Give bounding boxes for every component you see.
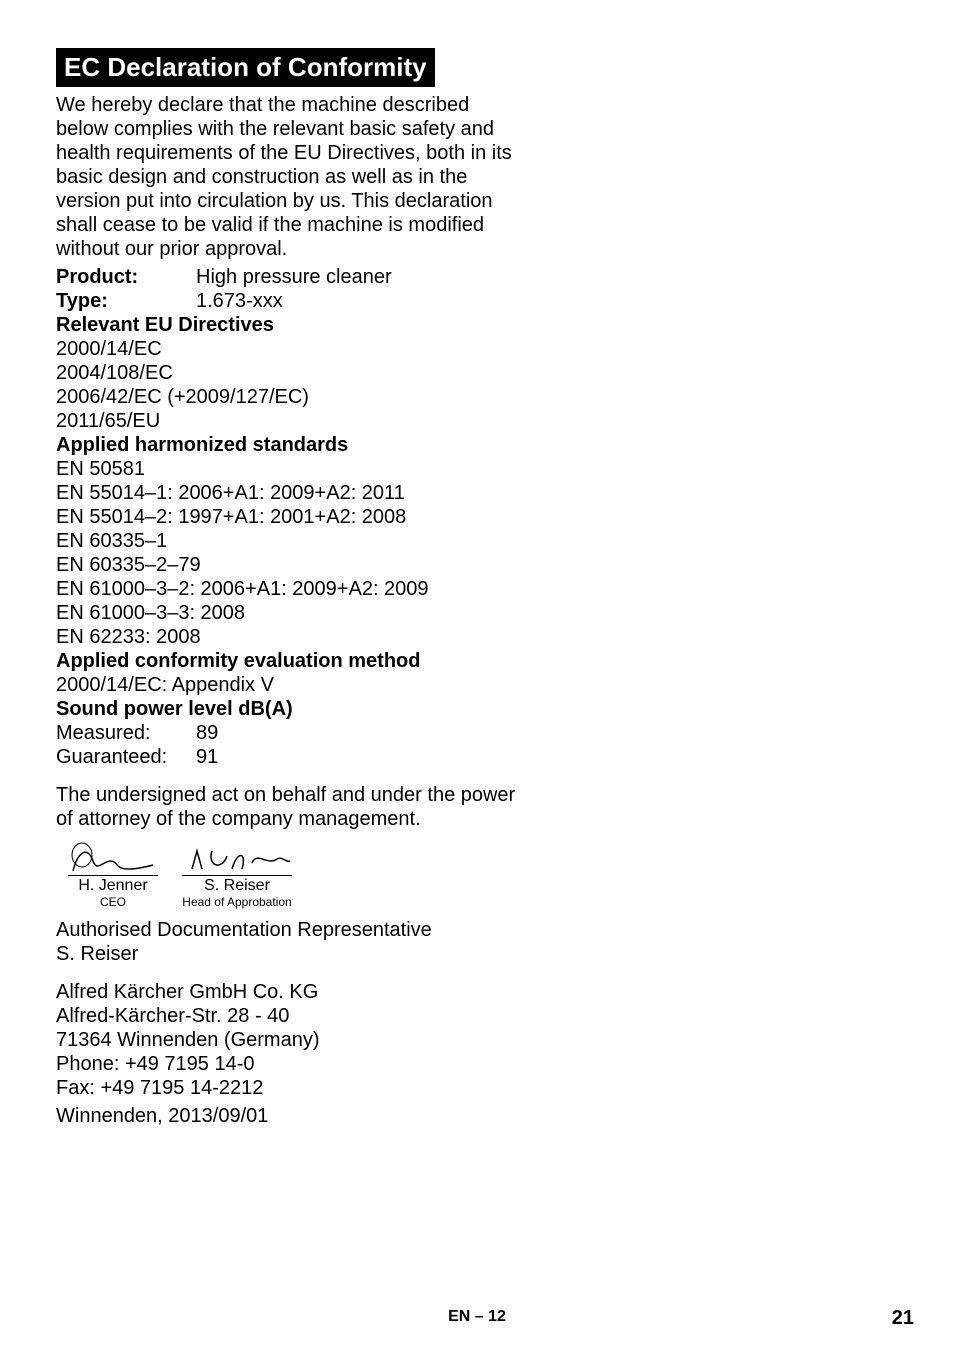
signature-icon [68,841,158,875]
company-street: Alfred-Kärcher-Str. 28 - 40 [56,1004,518,1028]
signature-2-scribble [182,839,292,876]
sound-guaranteed-value: 91 [196,745,218,769]
type-row: Type: 1.673-xxx [56,289,518,313]
product-value: High pressure cleaner [196,265,392,289]
standards-item: EN 62233: 2008 [56,625,518,649]
sound-title: Sound power level dB(A) [56,697,518,721]
dateline: Winnenden, 2013/09/01 [56,1104,518,1128]
sound-measured-value: 89 [196,721,218,745]
conformity-title: Applied conformity evaluation method [56,649,518,673]
type-value: 1.673-xxx [196,289,283,313]
signature-1: H. Jenner CEO [68,839,158,910]
product-label: Product: [56,265,196,289]
section-heading: EC Declaration of Conformity [56,48,435,87]
directives-title: Relevant EU Directives [56,313,518,337]
signature-1-scribble [68,839,158,876]
attorney-paragraph: The undersigned act on behalf and under … [56,783,518,831]
standards-item: EN 60335–1 [56,529,518,553]
signature-1-name: H. Jenner [68,876,158,895]
standards-item: EN 50581 [56,457,518,481]
standards-item: EN 60335–2–79 [56,553,518,577]
signature-1-title: CEO [68,895,158,909]
type-label: Type: [56,289,196,313]
company-fax: Fax: +49 7195 14-2212 [56,1076,518,1100]
docrep-line2: S. Reiser [56,942,518,966]
sound-guaranteed-row: Guaranteed: 91 [56,745,518,769]
directives-item: 2006/42/EC (+2009/127/EC) [56,385,518,409]
sound-measured-label: Measured: [56,721,196,745]
standards-item: EN 61000–3–2: 2006+A1: 2009+A2: 2009 [56,577,518,601]
standards-title: Applied harmonized standards [56,433,518,457]
signatures-block: H. Jenner CEO S. Reiser Head of Approbat… [68,839,518,910]
docrep-line1: Authorised Documentation Representative [56,918,518,942]
signature-2-title: Head of Approbation [182,895,292,909]
standards-item: EN 55014–2: 1997+A1: 2001+A2: 2008 [56,505,518,529]
page-number: 21 [892,1307,914,1330]
sound-guaranteed-label: Guaranteed: [56,745,196,769]
product-row: Product: High pressure cleaner [56,265,518,289]
company-phone: Phone: +49 7195 14-0 [56,1052,518,1076]
company-name: Alfred Kärcher GmbH Co. KG [56,980,518,1004]
intro-paragraph: We hereby declare that the machine descr… [56,93,518,261]
signature-2: S. Reiser Head of Approbation [182,839,292,910]
directives-item: 2000/14/EC [56,337,518,361]
sound-measured-row: Measured: 89 [56,721,518,745]
directives-item: 2011/65/EU [56,409,518,433]
standards-item: EN 61000–3–3: 2008 [56,601,518,625]
conformity-text: 2000/14/EC: Appendix V [56,673,518,697]
standards-item: EN 55014–1: 2006+A1: 2009+A2: 2011 [56,481,518,505]
signature-2-name: S. Reiser [182,876,292,895]
signature-icon [182,841,292,875]
page-footer: EN – 12 [0,1308,954,1326]
company-city: 71364 Winnenden (Germany) [56,1028,518,1052]
directives-item: 2004/108/EC [56,361,518,385]
content-column: We hereby declare that the machine descr… [56,93,518,1128]
